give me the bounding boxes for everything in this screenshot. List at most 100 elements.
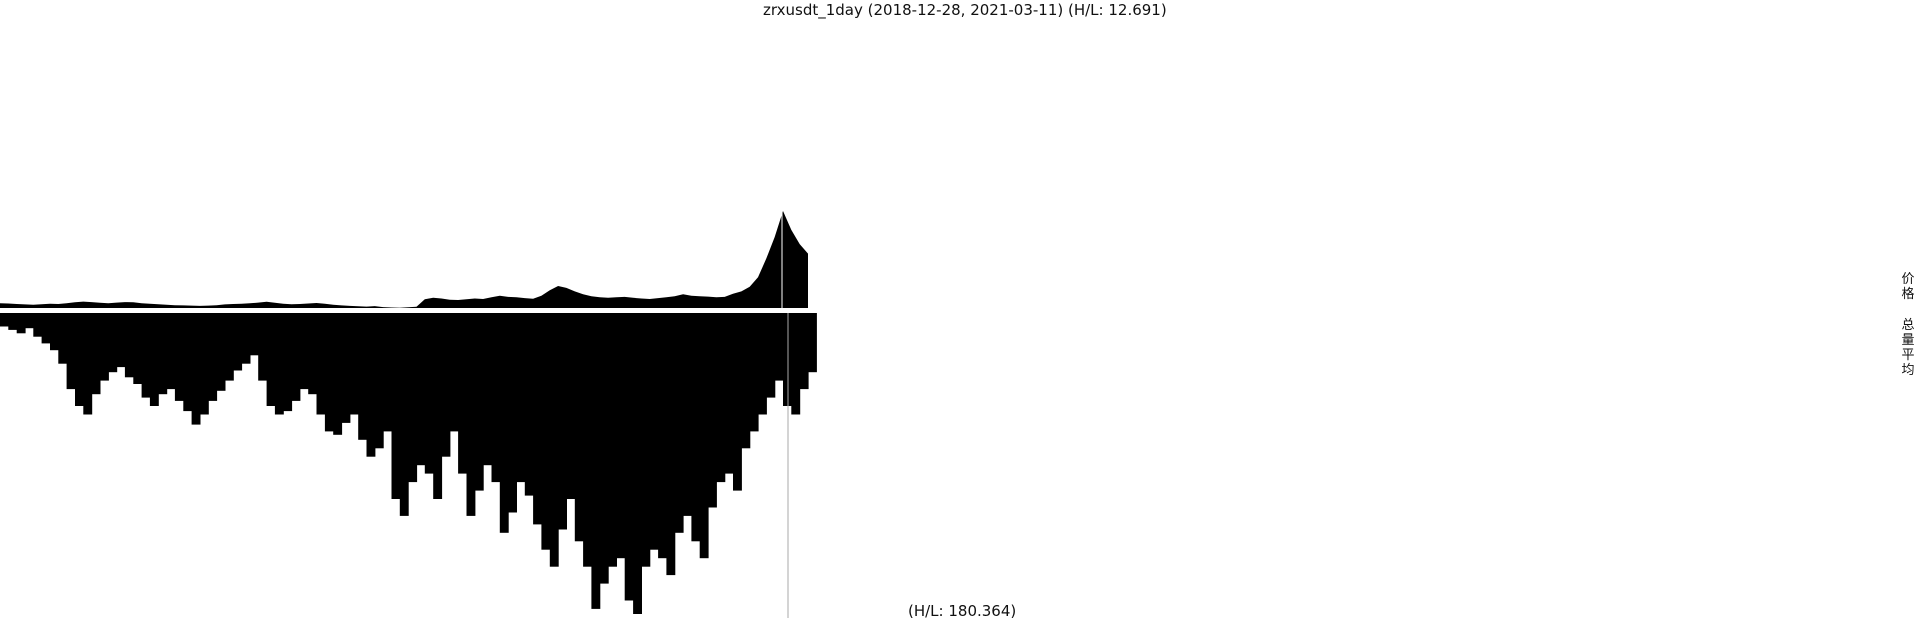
volume-bar — [741, 313, 751, 449]
volume-bar — [366, 313, 376, 457]
volume-bar — [324, 313, 334, 432]
volume-bar — [91, 313, 101, 395]
price-series — [0, 211, 808, 308]
volume-bar — [749, 313, 759, 432]
volume-bar — [483, 313, 492, 466]
volume-bar — [591, 313, 601, 609]
volume-bar — [408, 313, 418, 483]
volume-bar — [174, 313, 184, 401]
volume-bar — [541, 313, 551, 550]
volume-bar — [0, 313, 9, 327]
volume-bar — [724, 313, 734, 474]
volume-bar — [41, 313, 51, 344]
volume-bar — [524, 313, 534, 496]
price-area-path — [0, 211, 808, 308]
volume-bar — [549, 313, 559, 567]
volume-bar — [274, 313, 284, 415]
volume-bar — [75, 313, 84, 406]
volume-bar — [583, 313, 592, 567]
volume-bar — [349, 313, 359, 415]
volume-bar — [66, 313, 76, 390]
volume-bar — [341, 313, 351, 423]
volume-bar — [758, 313, 767, 415]
volume-bar — [649, 313, 659, 550]
volume-bar — [249, 313, 259, 356]
volume-bar — [716, 313, 726, 483]
chart-title: zrxusdt_1day (2018-12-28, 2021-03-11) (H… — [763, 1, 1167, 19]
volume-bar — [16, 313, 26, 334]
volume-bar — [50, 313, 59, 351]
volume-bar — [358, 313, 368, 440]
volume-bar — [333, 313, 343, 435]
volume-bar — [733, 313, 742, 491]
side-label-volume: 总量平均 — [1901, 318, 1915, 378]
volume-bar — [416, 313, 426, 466]
volume-bar — [374, 313, 384, 449]
volume-bar — [641, 313, 651, 567]
volume-bar — [458, 313, 467, 474]
volume-bar — [283, 313, 293, 412]
volume-bar — [499, 313, 509, 533]
volume-bar — [166, 313, 176, 390]
volume-bar — [116, 313, 126, 368]
volume-bar — [233, 313, 243, 371]
volume-bar — [199, 313, 209, 415]
volume-bar — [433, 313, 443, 499]
volume-bar — [141, 313, 151, 398]
volume-bar — [799, 313, 809, 390]
volume-bar — [683, 313, 692, 516]
volume-bar — [266, 313, 276, 406]
volume-bar — [658, 313, 667, 559]
volume-bar — [624, 313, 634, 601]
volume-bar — [466, 313, 476, 516]
volume-bar — [58, 313, 68, 364]
volume-bar — [383, 313, 393, 432]
volume-bar — [616, 313, 626, 559]
volume-bar — [574, 313, 584, 542]
volume-bar — [566, 313, 576, 499]
lower-panel-label: (H/L: 180.364) — [908, 602, 1017, 620]
volume-bar — [224, 313, 234, 381]
volume-bar — [808, 313, 817, 373]
volume-bar — [674, 313, 684, 533]
volume-bar — [191, 313, 201, 425]
volume-bar — [533, 313, 542, 525]
volume-bar — [783, 313, 792, 406]
volume-bar — [258, 313, 268, 381]
volume-bar — [183, 313, 193, 412]
volume-bar — [308, 313, 318, 395]
volume-bar — [608, 313, 617, 567]
volume-bar — [508, 313, 517, 513]
volume-bar — [216, 313, 226, 391]
volume-bar — [149, 313, 159, 406]
volume-bar — [33, 313, 43, 337]
volume-bar — [100, 313, 109, 381]
volume-bar — [399, 313, 409, 516]
volume-bar — [291, 313, 301, 401]
volume-series — [0, 313, 817, 614]
volume-bar — [83, 313, 93, 415]
volume-bar — [441, 313, 451, 457]
volume-bar — [241, 313, 251, 364]
volume-bar — [25, 313, 34, 329]
volume-bar — [766, 313, 776, 398]
volume-bar — [158, 313, 168, 395]
volume-bar — [424, 313, 434, 474]
volume-bar — [516, 313, 526, 483]
volume-bar — [316, 313, 326, 415]
volume-bar — [791, 313, 801, 415]
volume-bar — [391, 313, 401, 499]
volume-bar — [208, 313, 218, 401]
volume-bar — [299, 313, 309, 390]
volume-bar — [599, 313, 609, 584]
volume-bar — [449, 313, 459, 432]
volume-bar — [133, 313, 143, 384]
volume-bar — [491, 313, 501, 483]
volume-bar — [474, 313, 484, 491]
volume-bar — [666, 313, 676, 576]
volume-bar — [774, 313, 784, 381]
volume-bar — [558, 313, 567, 530]
volume-bar — [124, 313, 134, 378]
side-label-price: 价格 — [1901, 272, 1915, 302]
